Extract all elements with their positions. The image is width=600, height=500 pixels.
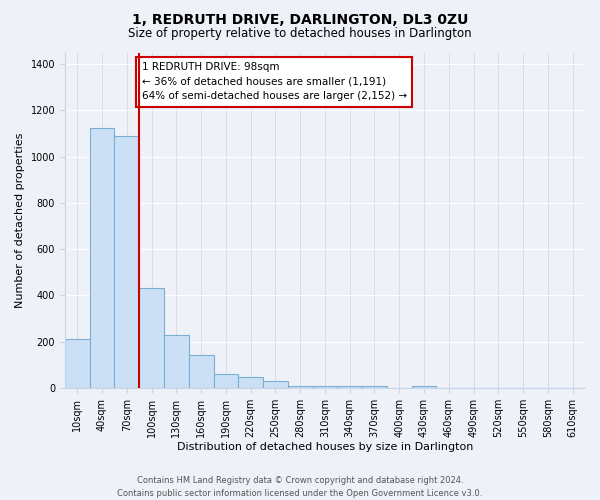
Bar: [263, 381, 288, 388]
Bar: [65, 340, 89, 388]
Text: 1 REDRUTH DRIVE: 98sqm
← 36% of detached houses are smaller (1,191)
64% of semi-: 1 REDRUTH DRIVE: 98sqm ← 36% of detached…: [142, 62, 407, 102]
Bar: [238, 378, 263, 388]
Bar: [362, 386, 387, 388]
Bar: [139, 288, 164, 388]
Bar: [214, 374, 238, 388]
Bar: [288, 386, 313, 388]
Bar: [115, 136, 139, 388]
Bar: [164, 334, 189, 388]
Bar: [189, 356, 214, 388]
Bar: [89, 128, 115, 388]
Y-axis label: Number of detached properties: Number of detached properties: [15, 132, 25, 308]
Text: Contains HM Land Registry data © Crown copyright and database right 2024.
Contai: Contains HM Land Registry data © Crown c…: [118, 476, 482, 498]
Text: Size of property relative to detached houses in Darlington: Size of property relative to detached ho…: [128, 28, 472, 40]
Text: 1, REDRUTH DRIVE, DARLINGTON, DL3 0ZU: 1, REDRUTH DRIVE, DARLINGTON, DL3 0ZU: [132, 12, 468, 26]
Bar: [337, 386, 362, 388]
Bar: [313, 386, 337, 388]
Bar: [412, 386, 436, 388]
X-axis label: Distribution of detached houses by size in Darlington: Distribution of detached houses by size …: [177, 442, 473, 452]
